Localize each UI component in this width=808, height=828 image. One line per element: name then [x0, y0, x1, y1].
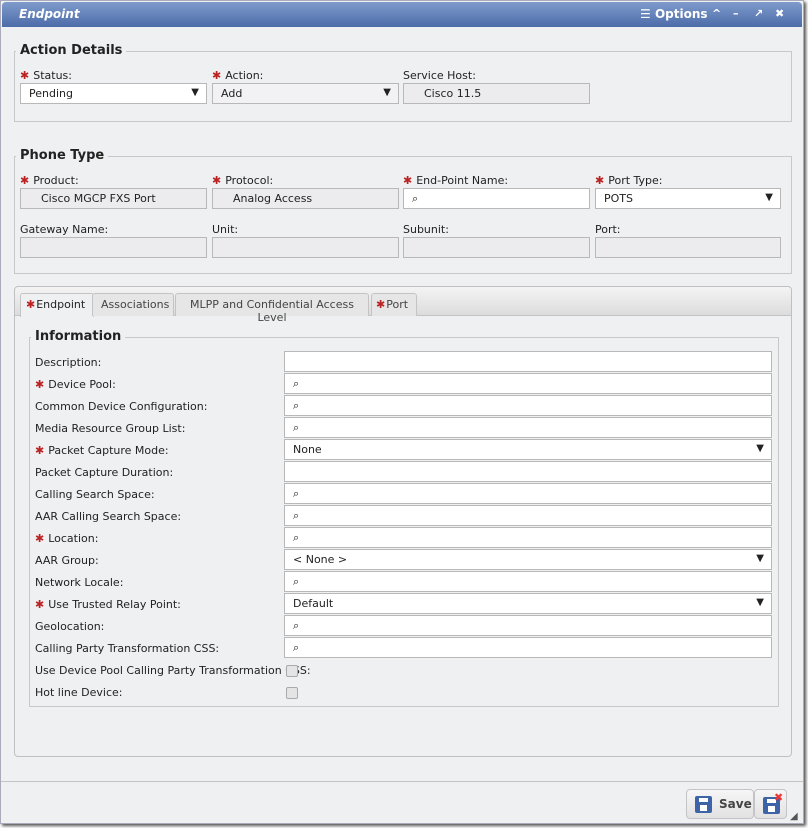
title-bar: Endpoint ☰ Options ^ – ↗ ✖ [2, 2, 802, 27]
service-host-label: Service Host: [403, 69, 476, 82]
minimize-icon[interactable]: – [733, 7, 739, 20]
search-icon: ⌕ [293, 619, 300, 632]
section-title: Phone Type [16, 148, 109, 163]
save-close-icon [763, 797, 780, 814]
status-label: ✱ Status: [20, 69, 72, 82]
dropdown-arrow-icon: ▼ [383, 87, 391, 98]
calling-search-space-label: Calling Search Space: [35, 488, 155, 501]
information-fieldset: Information [29, 329, 779, 707]
endpoint-name-input[interactable]: ⌕ [403, 188, 590, 209]
port-type-label: ✱ Port Type: [595, 174, 663, 187]
packet-capture-duration-input[interactable] [284, 461, 772, 482]
tab-endpoint[interactable]: ✱Endpoint [20, 293, 95, 317]
search-icon: ⌕ [293, 509, 300, 522]
dropdown-arrow-icon: ▼ [756, 553, 764, 564]
subunit-field [403, 237, 590, 258]
search-icon: ⌕ [293, 575, 300, 588]
list-icon: ☰ [640, 7, 655, 21]
use-trusted-relay-point-select[interactable]: Default ▼ [284, 593, 772, 614]
gateway-name-field [20, 237, 207, 258]
aar-calling-search-space-label: AAR Calling Search Space: [35, 510, 182, 523]
tab-associations[interactable]: Associations [92, 293, 174, 316]
geolocation-label: Geolocation: [35, 620, 105, 633]
save-icon [695, 796, 712, 813]
packet-capture-duration-label: Packet Capture Duration: [35, 466, 174, 479]
close-icon[interactable]: ✖ [775, 7, 785, 20]
aar-calling-search-space-input[interactable]: ⌕ [284, 505, 772, 526]
calling-party-transformation-css-label: Calling Party Transformation CSS: [35, 642, 220, 655]
location-input[interactable]: ⌕ [284, 527, 772, 548]
media-resource-group-list-label: Media Resource Group List: [35, 422, 186, 435]
phone-type-fieldset: Phone Type [14, 148, 792, 274]
network-locale-label: Network Locale: [35, 576, 124, 589]
subunit-label: Subunit: [403, 223, 449, 236]
tab-mlpp[interactable]: MLPP and Confidential Access Level [175, 293, 369, 324]
unit-label: Unit: [212, 223, 239, 236]
packet-capture-mode-label: ✱ Packet Capture Mode: [35, 444, 169, 457]
endpoint-name-label: ✱ End-Point Name: [403, 174, 509, 187]
device-pool-label: ✱ Device Pool: [35, 378, 116, 391]
status-select[interactable]: Pending ▼ [20, 83, 207, 104]
dropdown-arrow-icon: ▼ [756, 443, 764, 454]
action-label: ✱ Action: [212, 69, 264, 82]
save-button[interactable]: Save [686, 789, 754, 819]
search-icon: ⌕ [293, 487, 300, 500]
dropdown-arrow-icon: ▼ [765, 192, 773, 203]
geolocation-input[interactable]: ⌕ [284, 615, 772, 636]
search-icon: ⌕ [293, 421, 300, 434]
gateway-name-label: Gateway Name: [20, 223, 109, 236]
tab-port[interactable]: ✱Port [371, 293, 418, 316]
media-resource-group-list-input[interactable]: ⌕ [284, 417, 772, 438]
calling-search-space-input[interactable]: ⌕ [284, 483, 772, 504]
popout-icon[interactable]: ↗ [754, 7, 764, 20]
options-button[interactable]: ☰ Options [640, 7, 708, 21]
use-device-pool-calling-party-transformation-css-checkbox[interactable] [286, 665, 298, 677]
protocol-field: Analog Access [212, 188, 399, 209]
product-label: ✱ Product: [20, 174, 79, 187]
calling-party-transformation-css-input[interactable]: ⌕ [284, 637, 772, 658]
action-details-fieldset: Action Details [14, 43, 792, 122]
window-title: Endpoint [19, 7, 80, 21]
dropdown-arrow-icon: ▼ [191, 87, 199, 98]
resize-handle-icon[interactable]: ◢ [790, 811, 798, 822]
port-label: Port: [595, 223, 621, 236]
device-pool-input[interactable]: ⌕ [284, 373, 772, 394]
close-x-icon: ✖ [774, 791, 784, 804]
action-select[interactable]: Add ▼ [212, 83, 399, 104]
tab-bar: ✱Endpoint Associations MLPP and Confiden… [15, 287, 791, 324]
footer-divider [1, 781, 803, 782]
search-icon: ⌕ [293, 377, 300, 390]
port-type-select[interactable]: POTS ▼ [595, 188, 781, 209]
search-icon: ⌕ [412, 192, 419, 205]
dropdown-arrow-icon: ▼ [756, 597, 764, 608]
hot-line-device-checkbox[interactable] [286, 687, 298, 699]
tab-panel: ✱Endpoint Associations MLPP and Confiden… [14, 286, 792, 757]
search-icon: ⌕ [293, 641, 300, 654]
protocol-label: ✱ Protocol: [212, 174, 274, 187]
use-device-pool-calling-party-transformation-css-label: Use Device Pool Calling Party Transforma… [35, 664, 311, 677]
section-title: Action Details [16, 43, 127, 58]
common-device-configuration-input[interactable]: ⌕ [284, 395, 772, 416]
aar-group-select[interactable]: < None > ▼ [284, 549, 772, 570]
service-host-field: Cisco 11.5 [403, 83, 590, 104]
search-icon: ⌕ [293, 399, 300, 412]
product-field: Cisco MGCP FXS Port [20, 188, 207, 209]
description-label: Description: [35, 356, 102, 369]
section-title: Information [31, 329, 126, 344]
hot-line-device-label: Hot line Device: [35, 686, 123, 699]
unit-field [212, 237, 399, 258]
save-and-close-button[interactable]: ✖ [754, 789, 787, 819]
aar-group-label: AAR Group: [35, 554, 99, 567]
location-label: ✱ Location: [35, 532, 99, 545]
use-trusted-relay-point-label: ✱ Use Trusted Relay Point: [35, 598, 181, 611]
description-input[interactable] [284, 351, 772, 372]
packet-capture-mode-select[interactable]: None ▼ [284, 439, 772, 460]
port-field [595, 237, 781, 258]
network-locale-input[interactable]: ⌕ [284, 571, 772, 592]
common-device-configuration-label: Common Device Configuration: [35, 400, 208, 413]
collapse-icon[interactable]: ^ [712, 7, 722, 20]
search-icon: ⌕ [293, 531, 300, 544]
